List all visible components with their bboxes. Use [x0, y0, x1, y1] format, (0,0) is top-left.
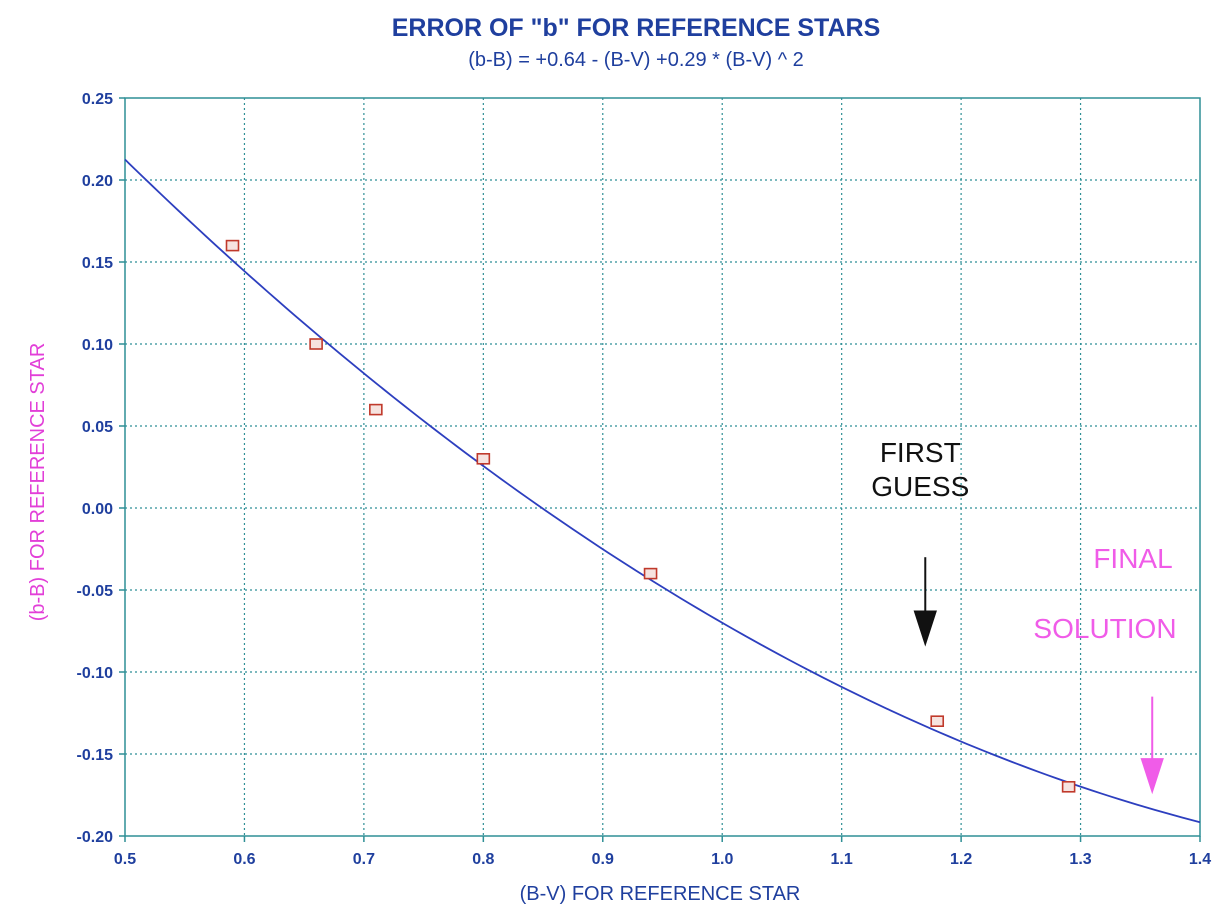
y-tick-label: -0.10	[77, 665, 114, 682]
x-tick-label: 1.4	[1189, 851, 1211, 868]
y-axis-label: (b-B) FOR REFERENCE STAR	[27, 343, 49, 622]
y-tick-label: 0.25	[82, 91, 113, 108]
y-tick-label: 0.05	[82, 419, 113, 436]
data-point	[309, 338, 323, 350]
y-tick-label: 0.20	[82, 173, 113, 190]
chart-title: ERROR OF "b" FOR REFERENCE STARS	[392, 14, 881, 42]
x-tick-label: 0.8	[472, 851, 494, 868]
chart-subtitle: (b-B) = +0.64 - (B-V) +0.29 * (B-V) ^ 2	[468, 49, 804, 71]
x-tick-label: 1.3	[1069, 851, 1091, 868]
y-tick-label: -0.20	[77, 829, 114, 846]
data-point	[369, 403, 383, 416]
data-point	[643, 567, 658, 580]
y-tick-label: 0.15	[82, 255, 113, 272]
data-point	[1061, 780, 1076, 793]
fit-curve-line	[124, 158, 1201, 824]
data-point	[930, 715, 945, 728]
y-tick-label: 0.00	[82, 501, 113, 518]
final-solution-label: SOLUTION	[1033, 613, 1176, 644]
x-tick-label: 1.0	[711, 851, 733, 868]
data-point	[225, 239, 240, 252]
x-tick-label: 1.1	[831, 851, 853, 868]
x-tick-label: 0.5	[114, 851, 136, 868]
first-guess-arrow-head	[913, 610, 937, 647]
x-tick-label: 1.2	[950, 851, 972, 868]
first-guess-label: GUESS	[871, 471, 969, 502]
x-axis-label: (B-V) FOR REFERENCE STAR	[520, 883, 801, 905]
x-tick-label: 0.7	[353, 851, 375, 868]
final-solution-arrow-head	[1140, 758, 1164, 795]
y-tick-label: -0.15	[77, 747, 114, 764]
y-tick-label: 0.10	[82, 337, 113, 354]
y-tick-label: -0.05	[77, 583, 114, 600]
x-tick-label: 0.6	[233, 851, 255, 868]
plot-frame	[124, 97, 1201, 837]
final-solution-label: FINAL	[1093, 543, 1172, 574]
plot-area: 0.5 0.6 0.7 0.8 0.9 1.0 1.1 1.2 1.3 1.4 0.25 0.20 0.…	[77, 91, 1212, 868]
data-point	[476, 452, 491, 465]
first-guess-label: FIRST	[880, 437, 961, 468]
x-tick-label: 0.9	[592, 851, 614, 868]
